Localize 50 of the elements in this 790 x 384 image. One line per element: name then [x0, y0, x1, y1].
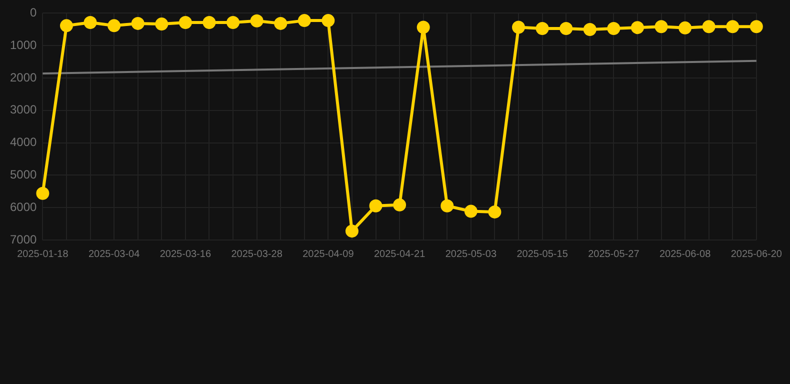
- point: [369, 199, 382, 212]
- x-tick-label: 2025-04-09: [302, 248, 354, 260]
- point: [440, 199, 454, 212]
- point: [178, 16, 192, 29]
- point: [202, 16, 216, 29]
- point: [131, 16, 144, 30]
- point: [274, 16, 288, 30]
- point: [108, 19, 121, 32]
- point: [84, 16, 97, 29]
- point: [654, 20, 668, 34]
- x-tick-label: 2025-01-18: [17, 248, 69, 260]
- x-tick-label: 2025-03-04: [88, 248, 140, 260]
- point: [560, 22, 573, 36]
- point: [583, 22, 596, 36]
- point: [250, 14, 264, 28]
- point: [298, 14, 311, 28]
- point: [607, 22, 620, 36]
- point: [155, 18, 168, 31]
- point: [678, 21, 692, 34]
- point: [726, 20, 740, 34]
- y-tick-label: 5000: [10, 168, 38, 182]
- point: [226, 16, 240, 29]
- x-tick-label: 2025-06-08: [659, 248, 712, 260]
- y-tick-label: 4000: [10, 135, 38, 150]
- point: [464, 204, 478, 218]
- y-tick-label: 7000: [10, 232, 38, 246]
- point: [416, 20, 430, 34]
- point: [702, 20, 716, 34]
- point: [750, 20, 763, 34]
- x-tick-label: 2025-04-21: [374, 248, 426, 260]
- point: [60, 19, 73, 32]
- y-tick-label: 3000: [10, 102, 38, 117]
- x-tick-label: 2025-03-16: [160, 248, 212, 260]
- x-tick-label: 2025-05-27: [588, 248, 640, 260]
- x-tick-label: 2025-06-20: [730, 248, 782, 260]
- point: [393, 198, 406, 212]
- y-tick-label: 0: [30, 6, 38, 20]
- point: [630, 21, 644, 34]
- point: [322, 14, 335, 28]
- x-tick-label: 2025-05-15: [516, 248, 568, 260]
- point: [512, 20, 526, 34]
- x-tick-label: 2025-05-03: [445, 248, 497, 260]
- point: [345, 224, 358, 238]
- point: [536, 22, 549, 36]
- x-tick-label: 2025-03-28: [231, 248, 283, 260]
- point: [36, 186, 50, 200]
- y-tick-label: 2000: [10, 70, 38, 84]
- y-tick-label: 1000: [10, 38, 38, 52]
- point: [488, 205, 502, 218]
- y-tick-label: 6000: [10, 200, 38, 214]
